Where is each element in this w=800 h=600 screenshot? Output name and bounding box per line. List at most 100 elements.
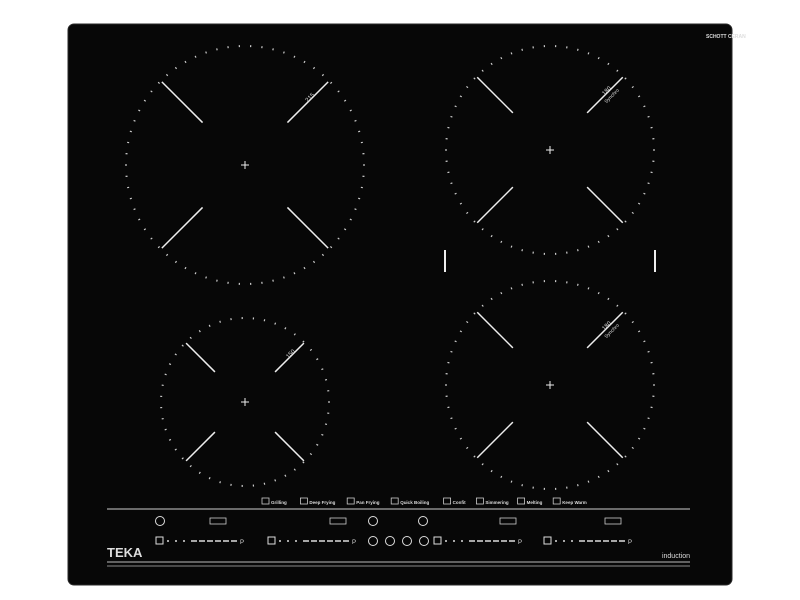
zone-dot [500,56,503,60]
function-label: Grilling [271,500,287,505]
zone-dot [284,474,287,477]
zone-dot [643,192,646,195]
zone-function-icons[interactable] [329,517,347,525]
timer-square-icon [155,536,164,545]
zone-dot [637,330,641,333]
zone-function-icons[interactable] [499,517,517,525]
zone-dot [481,463,484,466]
zone-cross-line [586,76,624,114]
zone-dot [631,211,634,215]
zone-dot [473,220,476,223]
zone-dot [473,77,476,80]
zone-dot [466,85,469,89]
zone-dot [643,427,646,430]
zone-dot [459,330,463,333]
zone-dot [321,433,324,436]
zone-cross-line [161,81,204,124]
zone-dot [205,276,207,279]
zone-dot [521,249,524,252]
zone-dot [174,260,178,264]
zone-dot [637,437,641,440]
zone-dot [219,481,221,484]
zone-dot [198,330,201,333]
zone-dot [576,283,579,286]
zone-dot [450,115,453,118]
zone-dot [459,95,463,98]
zone-dot [647,417,650,420]
timer-square-icon [267,536,276,545]
minus-button[interactable] [385,536,395,546]
function-icon [299,497,308,505]
zone-dot [647,350,650,353]
zone-function-icons[interactable] [604,517,622,525]
cooking-zone: 150 [160,317,330,487]
zone-dot [510,245,513,248]
zone-dot [473,312,476,315]
zone-dot [205,51,207,54]
zone-dot [616,228,619,231]
zone-dot [500,475,503,479]
zone-dot [157,81,161,85]
function-icon [443,497,452,505]
zone-dot [576,484,579,487]
zone-dot [521,283,524,286]
zone-dot [616,304,619,307]
power-slider[interactable]: P [267,536,356,546]
zone-dot [597,56,600,60]
power-slider[interactable]: P [155,536,244,546]
zone-dot [587,480,590,483]
plus-button[interactable] [402,536,412,546]
zone-dot [283,276,285,279]
slider-max-label: P [240,540,244,546]
zone-dot [510,52,513,55]
zone-dot [358,130,361,133]
zone-dot [165,253,169,257]
cooking-zone: 215 [125,45,365,285]
zone-dot [631,446,634,450]
zone-dot [631,85,634,89]
zone-dot [631,320,634,324]
power-button[interactable] [155,516,165,526]
zone-dot [321,253,325,257]
zone-dot [329,245,333,249]
timer-button[interactable] [368,536,378,546]
function-icon [261,497,270,505]
zone-dot [454,340,457,343]
zone-dot [510,287,513,290]
zone-dot [481,69,484,72]
zone-dot [343,228,347,231]
zone-dot [607,297,610,301]
function-label: Pan Frying [356,500,380,505]
power-slider[interactable]: P [543,536,632,546]
zone-dot [208,477,211,480]
zone-dot [349,218,352,221]
function-label: Melting [527,500,543,505]
zone-dot [181,457,184,460]
zone-dot [283,51,285,54]
function-label: Confit [453,500,466,505]
zone-dot [337,237,340,240]
zone-dot [354,208,357,211]
lock-button[interactable] [368,516,378,526]
zone-dot [358,197,361,200]
slider-max-label: P [518,540,522,546]
zone-dot [521,48,524,51]
zone-dot [459,202,463,205]
zone-cross-line [476,421,514,459]
power-slider[interactable]: P [433,536,522,546]
zone-dot [637,95,641,98]
zone-dot [219,320,221,323]
zone-dot [138,109,141,112]
zone-cross-line [185,342,216,373]
zone-cross-line [286,206,329,249]
pause-button[interactable] [418,516,428,526]
zone-dot [321,73,325,77]
zone-cross-line [586,421,624,459]
zone-function-icons[interactable] [209,517,227,525]
zone-dot [624,312,627,315]
zone-power-label: 180 [602,320,614,332]
zone-dot [624,220,627,223]
function-button[interactable] [419,536,429,546]
zone-dot [293,333,296,336]
zone-power-label: 180 [602,85,614,97]
